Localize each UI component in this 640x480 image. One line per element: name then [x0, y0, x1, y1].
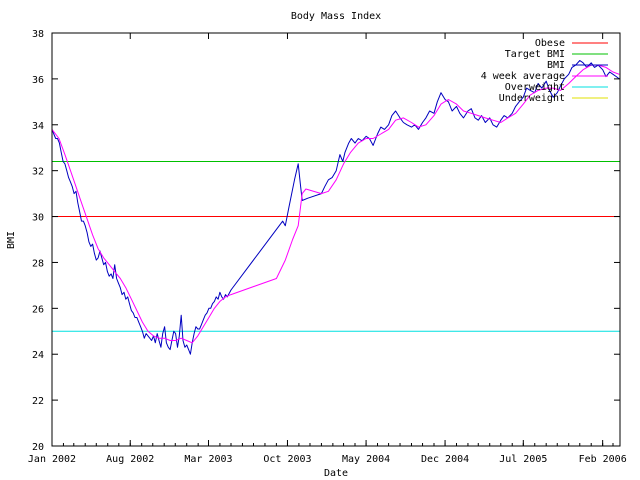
x-tick-label: Feb 2006: [579, 454, 627, 465]
legend-label-overweight: Overweight: [505, 82, 565, 93]
y-tick-label: 26: [32, 304, 44, 315]
x-tick-label: Aug 2002: [106, 454, 154, 465]
chart-title: Body Mass Index: [291, 11, 381, 22]
threshold-lines: [52, 160, 620, 332]
series-lines: [52, 60, 620, 355]
legend-label-obese: Obese: [535, 38, 565, 49]
4-week-average-series: [52, 64, 620, 344]
y-tick-label: 34: [32, 121, 44, 132]
y-tick-label: 28: [32, 258, 44, 269]
y-tick-label: 22: [32, 396, 44, 407]
y-tick-label: 36: [32, 75, 44, 86]
y-tick-label: 32: [32, 167, 44, 178]
x-tick-label: Mar 2003: [184, 454, 232, 465]
y-tick-label: 30: [32, 213, 44, 224]
y-tick-label: 24: [32, 350, 44, 361]
legend-label-target-bmi: Target BMI: [505, 49, 565, 60]
bmi-series: [52, 60, 620, 355]
legend-label-bmi: BMI: [547, 60, 565, 71]
legend-label-4-week-average: 4 week average: [481, 71, 565, 82]
x-axis: Jan 2002 Aug 2002 Mar 2003 Oct 2003 May 2004…: [28, 33, 627, 465]
x-tick-label: Jan 2002: [28, 454, 76, 465]
y-tick-label: 20: [32, 442, 44, 453]
x-tick-label: Oct 2003: [263, 454, 311, 465]
legend-label-underweight: Underweight: [499, 93, 565, 104]
plot-frame: [51, 32, 621, 447]
x-tick-label: Dec 2004: [421, 454, 469, 465]
y-axis-label: BMI: [6, 231, 17, 249]
y-axis: 20 22 24 26 28 30 32 34 36 38: [32, 29, 620, 453]
x-axis-label: Date: [324, 468, 348, 479]
x-tick-label: Jul 2005: [499, 454, 547, 465]
y-tick-label: 38: [32, 29, 44, 40]
x-tick-label: May 2004: [342, 454, 390, 465]
